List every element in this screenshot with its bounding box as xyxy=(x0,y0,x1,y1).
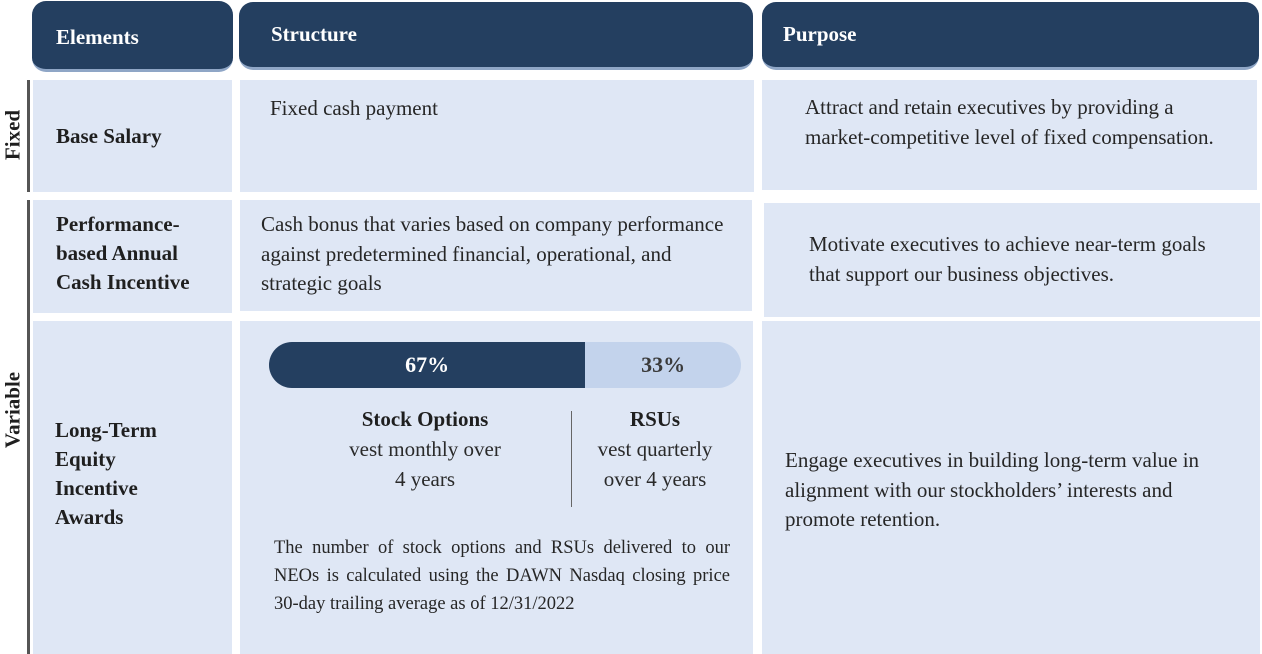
header-elements: Elements xyxy=(32,1,233,72)
stock-options-title: Stock Options xyxy=(361,407,489,431)
row1-structure-text: Fixed cash payment xyxy=(270,96,438,120)
header-purpose: Purpose xyxy=(762,2,1259,70)
rsus-vesting-line1: vest quarterly xyxy=(597,437,713,461)
header-structure: Structure xyxy=(239,2,753,70)
stock-options-percent: 67% xyxy=(405,352,450,377)
header-purpose-label: Purpose xyxy=(783,22,857,46)
rsus-vesting-line2: over 4 years xyxy=(603,467,707,491)
row1-structure-cell: Fixed cash payment xyxy=(240,80,754,192)
row1-purpose-text: Attract and retain executives by providi… xyxy=(805,95,1214,149)
row3-purpose-cell: Engage executives in building long-term … xyxy=(762,321,1260,654)
row2-structure-cell: Cash bonus that varies based on company … xyxy=(240,200,752,311)
row1-purpose-cell: Attract and retain executives by providi… xyxy=(762,80,1257,190)
group-label-fixed: Fixed xyxy=(0,109,25,161)
group-label-variable: Variable xyxy=(0,371,25,449)
rsus-block: RSUs vest quarterly over 4 years xyxy=(580,404,730,494)
row2-element-title: Performance-based Annual Cash Incentive xyxy=(56,212,190,294)
rsus-segment: 33% xyxy=(585,342,741,388)
stock-options-segment: 67% xyxy=(269,342,586,388)
row1-element-cell: Base Salary xyxy=(33,80,232,192)
stock-options-vesting-line1: vest monthly over xyxy=(349,437,501,461)
variable-group-bar xyxy=(27,200,30,654)
row2-purpose-text: Motivate executives to achieve near-term… xyxy=(809,232,1206,286)
fixed-group-bar xyxy=(27,80,30,192)
header-structure-label: Structure xyxy=(271,22,357,46)
equity-note: The number of stock options and RSUs del… xyxy=(274,538,730,614)
rsus-title: RSUs xyxy=(629,407,681,431)
row3-element-title: Long-Term Equity Incentive Awards xyxy=(55,418,157,529)
row2-structure-text: Cash bonus that varies based on company … xyxy=(261,212,724,295)
rsus-percent: 33% xyxy=(641,352,686,377)
stock-options-vesting-line2: 4 years xyxy=(394,467,456,491)
row2-element-cell: Performance-based Annual Cash Incentive xyxy=(33,200,232,313)
row3-element-cell: Long-Term Equity Incentive Awards xyxy=(33,321,232,654)
vesting-divider xyxy=(571,411,572,507)
stock-options-block: Stock Options vest monthly over 4 years xyxy=(300,404,550,494)
row1-element-title: Base Salary xyxy=(56,123,162,148)
row3-purpose-text: Engage executives in building long-term … xyxy=(785,448,1200,531)
equity-split-bar: 67% 33% xyxy=(269,342,741,388)
row2-purpose-cell: Motivate executives to achieve near-term… xyxy=(764,203,1260,317)
header-elements-label: Elements xyxy=(56,24,139,49)
